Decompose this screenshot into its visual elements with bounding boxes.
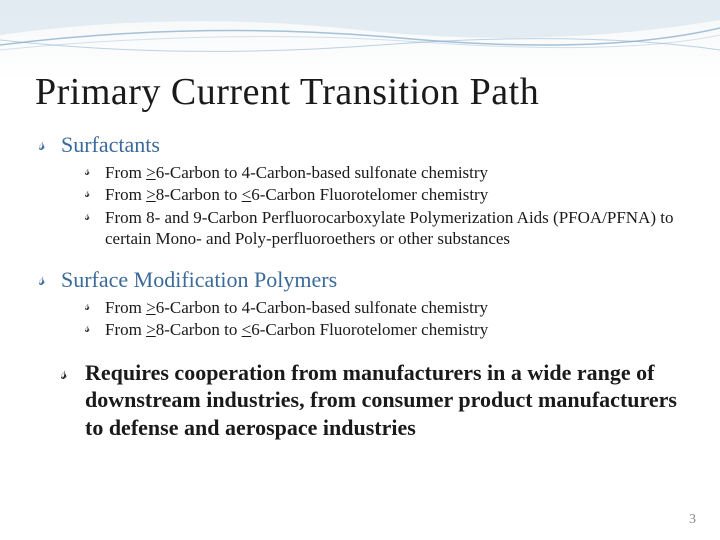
list-item: From >8-Carbon to <6-Carbon Fluorotelome… (85, 184, 685, 205)
page-number: 3 (689, 512, 696, 528)
section-heading-polymers: Surface Modification Polymers (35, 267, 685, 293)
slide-content: Primary Current Transition Path Surfacta… (0, 0, 720, 540)
section-heading-surfactants: Surfactants (35, 132, 685, 158)
bullet-list-surfactants: From >6-Carbon to 4-Carbon-based sulfona… (85, 162, 685, 249)
list-item: From 8- and 9-Carbon Perfluorocarboxylat… (85, 207, 685, 250)
list-item: From >6-Carbon to 4-Carbon-based sulfona… (85, 297, 685, 318)
list-item: From >8-Carbon to <6-Carbon Fluorotelome… (85, 319, 685, 340)
bullet-list-polymers: From >6-Carbon to 4-Carbon-based sulfona… (85, 297, 685, 341)
section-surfactants: Surfactants From >6-Carbon to 4-Carbon-b… (35, 132, 685, 249)
closing-text: Requires cooperation from manufacturers … (35, 359, 685, 442)
section-polymers: Surface Modification Polymers From >6-Ca… (35, 267, 685, 341)
list-item: From >6-Carbon to 4-Carbon-based sulfona… (85, 162, 685, 183)
page-title: Primary Current Transition Path (35, 70, 685, 114)
